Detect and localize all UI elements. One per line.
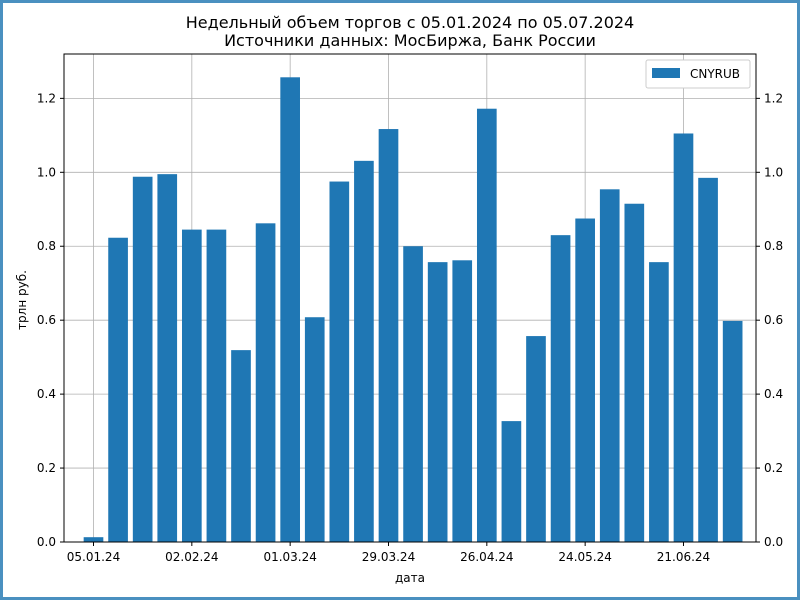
bar bbox=[329, 181, 350, 542]
y-tick-label-right: 1.0 bbox=[764, 165, 783, 179]
y-tick-label-right: 0.2 bbox=[764, 461, 783, 475]
x-tick-label: 05.01.24 bbox=[67, 550, 120, 564]
y-tick-label-left: 0.6 bbox=[37, 313, 56, 327]
bar bbox=[231, 350, 251, 542]
x-axis-label: дата bbox=[395, 571, 425, 585]
x-tick-label: 24.05.24 bbox=[558, 550, 611, 564]
y-tick-label-right: 0.0 bbox=[764, 535, 783, 549]
bar bbox=[476, 108, 497, 542]
bar bbox=[599, 189, 620, 543]
bar bbox=[108, 237, 128, 543]
bar bbox=[452, 260, 473, 542]
bar bbox=[649, 262, 669, 542]
bar bbox=[403, 246, 423, 542]
y-tick-label-left: 0.0 bbox=[37, 535, 56, 549]
bar bbox=[206, 229, 227, 542]
bar bbox=[304, 317, 325, 542]
bar bbox=[83, 537, 104, 542]
y-tick-label-left: 1.0 bbox=[37, 165, 56, 179]
bar bbox=[550, 235, 571, 542]
y-tick-label-left: 0.4 bbox=[37, 387, 56, 401]
bar bbox=[698, 177, 718, 542]
bar bbox=[354, 160, 374, 543]
bar bbox=[624, 203, 645, 542]
y-tick-label-right: 0.6 bbox=[764, 313, 783, 327]
x-tick-label: 02.02.24 bbox=[165, 550, 218, 564]
bar bbox=[427, 262, 448, 542]
y-tick-label-right: 0.8 bbox=[764, 239, 783, 253]
x-tick-label: 26.04.24 bbox=[460, 550, 513, 564]
bar bbox=[255, 223, 276, 542]
y-axis-label: трлн руб. bbox=[15, 270, 29, 330]
bar bbox=[722, 320, 743, 542]
bar bbox=[378, 129, 399, 543]
bar bbox=[280, 77, 300, 543]
chart-subtitle: Источники данных: МосБиржа, Банк России bbox=[224, 31, 596, 50]
y-tick-label-left: 0.2 bbox=[37, 461, 56, 475]
bar bbox=[132, 176, 153, 543]
bar bbox=[157, 174, 178, 542]
plot-area bbox=[63, 53, 757, 543]
bar bbox=[181, 229, 202, 542]
y-tick-label-left: 1.2 bbox=[37, 91, 56, 105]
x-tick-label: 01.03.24 bbox=[263, 550, 316, 564]
y-tick-label-right: 1.2 bbox=[764, 91, 783, 105]
ticks: 0.0 0.0 0.2 0.2 0.4 0.4 0.6 0.6 0.8 0.8 1.0 1.0 1.2 1… bbox=[37, 91, 783, 564]
bars bbox=[83, 77, 743, 543]
x-tick-label: 21.06.24 bbox=[657, 550, 710, 564]
bar bbox=[526, 336, 546, 542]
legend-swatch bbox=[652, 68, 680, 78]
y-tick-label-left: 0.8 bbox=[37, 239, 56, 253]
bar bbox=[575, 218, 595, 543]
x-tick-label: 29.03.24 bbox=[362, 550, 415, 564]
legend-box bbox=[645, 59, 751, 89]
bar bbox=[501, 421, 522, 542]
y-tick-label-right: 0.4 bbox=[764, 387, 783, 401]
legend: CNYRUB bbox=[645, 59, 751, 89]
chart-title: Недельный объем торгов с 05.01.2024 по 0… bbox=[186, 13, 634, 32]
legend-label: CNYRUB bbox=[690, 67, 740, 81]
bar bbox=[673, 133, 694, 542]
